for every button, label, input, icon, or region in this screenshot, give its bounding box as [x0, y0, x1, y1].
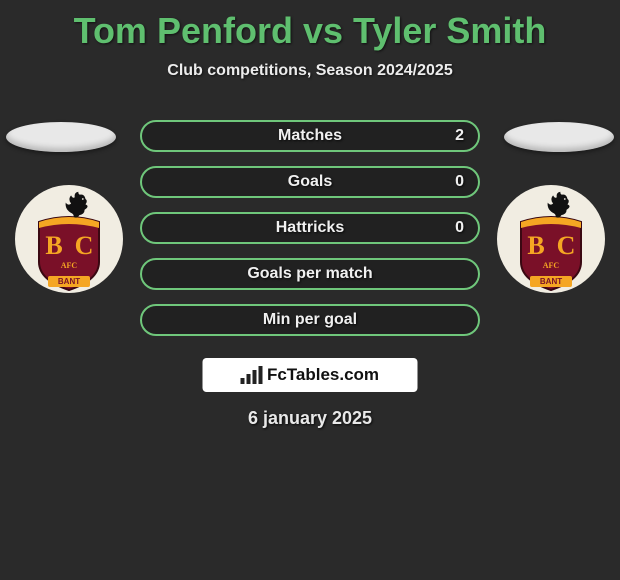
stat-label: Matches: [278, 127, 342, 145]
stat-value: 0: [455, 219, 464, 237]
svg-text:B: B: [527, 231, 544, 260]
svg-text:BANT: BANT: [58, 277, 80, 286]
club-crest-left: B C AFC BANT: [14, 184, 124, 294]
svg-text:C: C: [75, 231, 94, 260]
player-left-ellipse: [6, 122, 116, 152]
stat-label: Goals per match: [247, 265, 372, 283]
stat-row-goals-per-match: Goals per match: [140, 258, 480, 290]
svg-text:B: B: [45, 231, 62, 260]
date-text: 6 january 2025: [0, 408, 620, 429]
page-title: Tom Penford vs Tyler Smith: [0, 0, 620, 52]
stat-label: Hattricks: [276, 219, 344, 237]
stat-row-matches: Matches 2: [140, 120, 480, 152]
stat-label: Goals: [288, 173, 332, 191]
svg-text:C: C: [557, 231, 576, 260]
stat-row-goals: Goals 0: [140, 166, 480, 198]
stat-row-hattricks: Hattricks 0: [140, 212, 480, 244]
fctables-text: FcTables.com: [267, 365, 379, 385]
stat-row-min-per-goal: Min per goal: [140, 304, 480, 336]
fctables-bars-icon: [241, 366, 263, 384]
stat-value: 2: [455, 127, 464, 145]
fctables-badge[interactable]: FcTables.com: [203, 358, 418, 392]
svg-text:AFC: AFC: [61, 261, 78, 270]
club-crest-right: B C AFC BANT: [496, 184, 606, 294]
stat-label: Min per goal: [263, 311, 357, 329]
svg-text:BANT: BANT: [540, 277, 562, 286]
stats-container: Matches 2 Goals 0 Hattricks 0 Goals per …: [140, 120, 480, 350]
page-subtitle: Club competitions, Season 2024/2025: [0, 62, 620, 80]
svg-text:AFC: AFC: [543, 261, 560, 270]
player-right-ellipse: [504, 122, 614, 152]
stat-value: 0: [455, 173, 464, 191]
